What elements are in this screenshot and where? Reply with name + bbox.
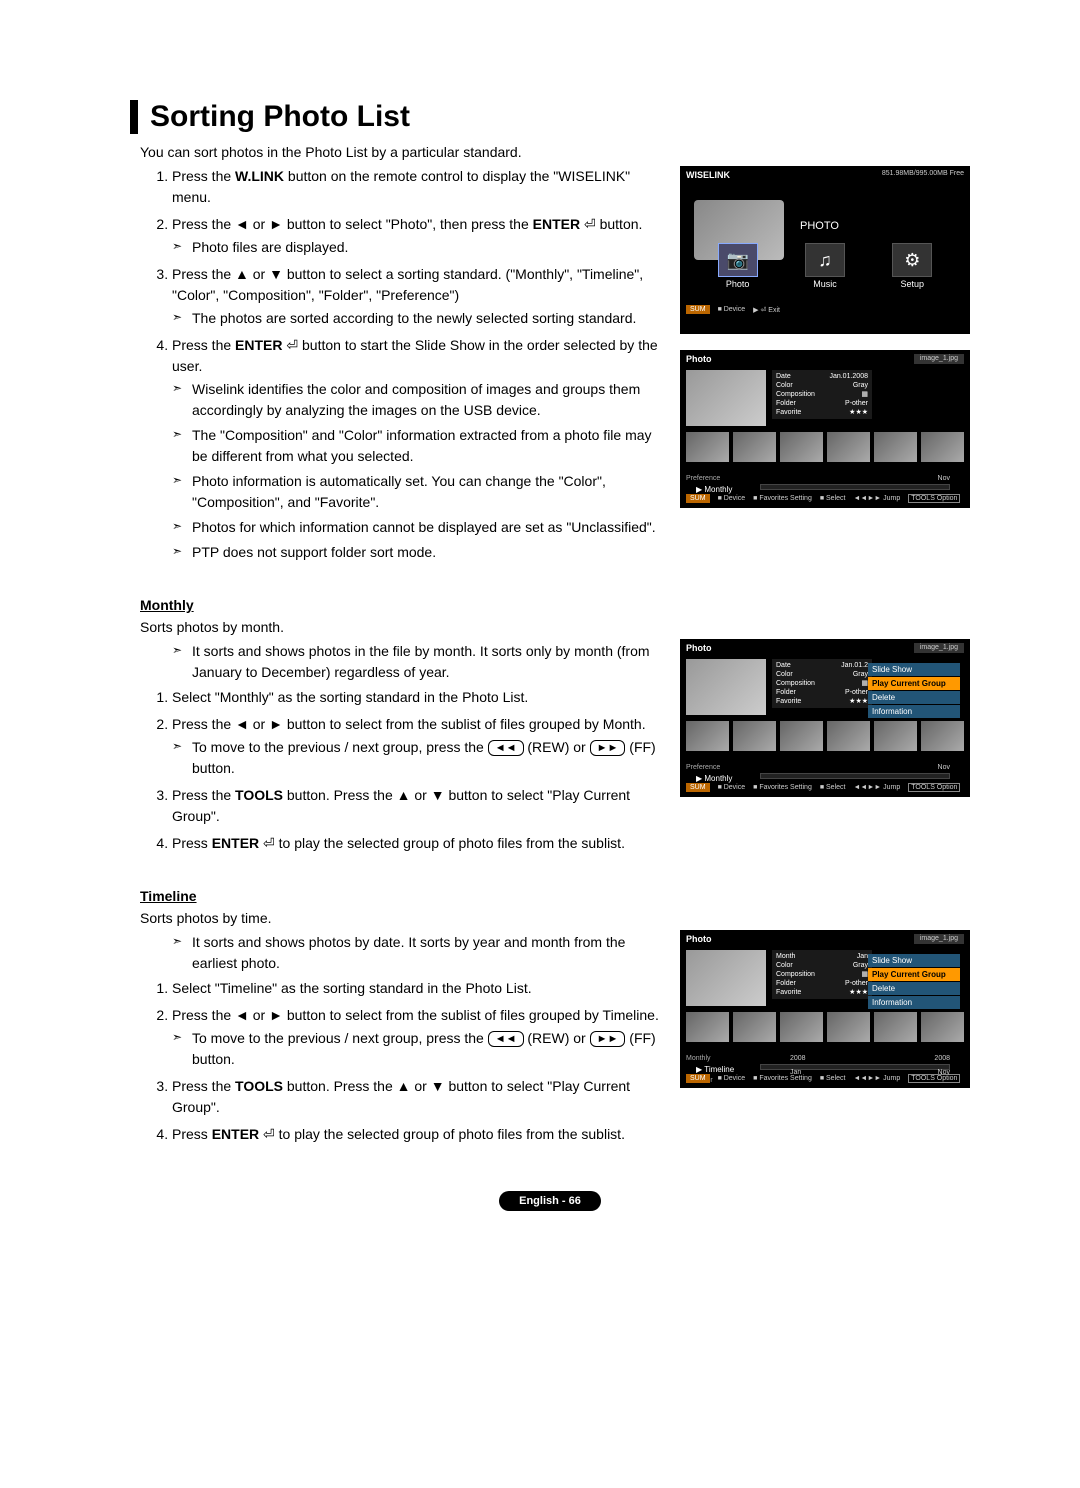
enter-icon: ⏎ bbox=[584, 216, 596, 232]
enter-icon: ⏎ bbox=[263, 835, 275, 851]
page-number: English - 66 bbox=[130, 1191, 970, 1211]
title-bar: Sorting Photo List bbox=[130, 100, 970, 134]
context-menu: Slide Show Play Current Group Delete Inf… bbox=[868, 954, 960, 1010]
screenshot-wiselink: WISELINK 851.98MB/995.00MB Free PHOTO 📷P… bbox=[680, 166, 970, 334]
music-icon: ♫Music bbox=[805, 243, 845, 289]
enter-icon: ⏎ bbox=[263, 1126, 275, 1142]
rew-icon: ◄◄ bbox=[488, 1031, 524, 1047]
timeline-sub: Sorts photos by time. bbox=[130, 910, 970, 926]
page-title: Sorting Photo List bbox=[150, 100, 970, 134]
monthly-sub: Sorts photos by month. bbox=[130, 619, 970, 635]
manual-page: Sorting Photo List You can sort photos i… bbox=[0, 0, 1080, 1271]
step-3: Press the ▲ or ▼ button to select a sort… bbox=[172, 264, 660, 329]
timeline-bar bbox=[760, 484, 950, 490]
step-2: Press the ◄ or ► button to select "Photo… bbox=[172, 214, 660, 258]
preview-image bbox=[686, 370, 766, 426]
context-menu: Slide Show Play Current Group Delete Inf… bbox=[868, 663, 960, 719]
step-4: Press the ENTER ⏎ button to start the Sl… bbox=[172, 335, 660, 563]
step-1: Press the W.LINK button on the remote co… bbox=[172, 166, 660, 208]
enter-icon: ⏎ bbox=[286, 337, 298, 353]
ff-icon: ►► bbox=[590, 1031, 626, 1047]
setup-icon: ⚙Setup bbox=[892, 243, 932, 289]
wiselink-title: WISELINK bbox=[686, 170, 730, 180]
photo-icon: 📷Photo bbox=[718, 243, 758, 289]
intro-text: You can sort photos in the Photo List by… bbox=[130, 144, 970, 160]
ff-icon: ►► bbox=[590, 740, 626, 756]
screenshot-monthly-menu: Photo image_1.jpg DateJan.01.2 ColorGray… bbox=[680, 639, 970, 797]
thumb-row bbox=[686, 432, 964, 462]
monthly-heading: Monthly bbox=[130, 597, 970, 613]
screenshot-timeline-menu: Photo image_1.jpg MonthJan ColorGray Com… bbox=[680, 930, 970, 1088]
timeline-heading: Timeline bbox=[130, 888, 970, 904]
hero-label: PHOTO bbox=[800, 220, 839, 232]
meta-panel: DateJan.01.2008 ColorGray Composition▦ F… bbox=[772, 370, 872, 419]
storage-free: 851.98MB/995.00MB Free bbox=[882, 170, 964, 180]
main-steps: Press the W.LINK button on the remote co… bbox=[130, 166, 660, 563]
screenshot-photo-sort: Photo image_1.jpg DateJan.01.2008 ColorG… bbox=[680, 350, 970, 508]
rew-icon: ◄◄ bbox=[488, 740, 524, 756]
